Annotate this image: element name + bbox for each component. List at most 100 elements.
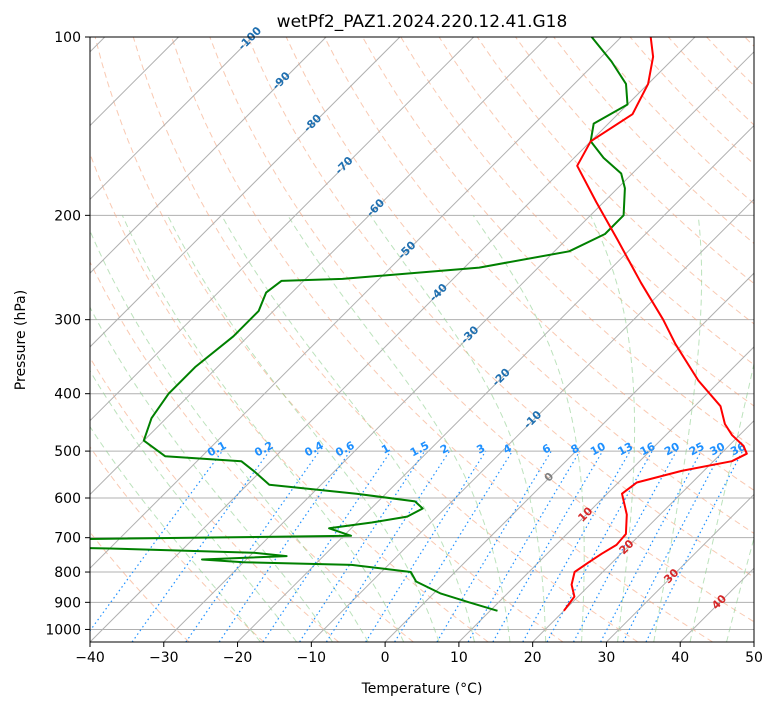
dry-adiabat bbox=[285, 37, 754, 535]
y-tick-label: 100 bbox=[54, 30, 81, 46]
chart-title: wetPf2_PAZ1.2024.220.12.41.G18 bbox=[277, 12, 568, 32]
y-tick-label: 600 bbox=[54, 491, 81, 507]
mixing-ratio-label: 2 bbox=[438, 442, 451, 457]
skewed-isotherms bbox=[90, 37, 754, 642]
isotherm-label: -20 bbox=[490, 366, 513, 389]
dry-adiabat bbox=[553, 37, 754, 245]
moist-adiabat bbox=[472, 215, 585, 642]
mixing-ratio-label: 0.4 bbox=[302, 439, 326, 460]
isotherm-label: 40 bbox=[709, 592, 729, 612]
isotherm-line bbox=[90, 37, 622, 569]
moist-adiabat bbox=[90, 306, 333, 642]
dry-adiabat bbox=[90, 446, 265, 642]
mixing-ratio-line bbox=[299, 450, 426, 642]
x-tick-label: −20 bbox=[223, 650, 253, 666]
mixing-ratio-label: 0.6 bbox=[333, 439, 357, 460]
mixing-ratio-line bbox=[436, 450, 552, 642]
x-tick-label: 10 bbox=[450, 650, 468, 666]
plot-frame bbox=[89, 36, 755, 643]
mixing-ratio-line bbox=[218, 450, 351, 642]
temperature-line bbox=[563, 37, 748, 612]
moist-adiabat bbox=[590, 215, 636, 642]
mixing-ratio-label: 20 bbox=[662, 440, 682, 459]
mixing-ratio-label: 25 bbox=[687, 440, 707, 459]
mixing-ratio-line bbox=[467, 450, 581, 642]
y-tick-label: 400 bbox=[54, 387, 81, 403]
isotherm-label: -10 bbox=[521, 408, 544, 431]
x-tick-label: 0 bbox=[381, 650, 390, 666]
isotherm-line bbox=[753, 641, 754, 642]
x-tick-label: 30 bbox=[598, 650, 616, 666]
moist-adiabat bbox=[689, 361, 754, 642]
mixing-ratio-line bbox=[185, 450, 320, 642]
mixing-ratio-label: 3 bbox=[474, 442, 487, 457]
isotherm-line bbox=[90, 37, 696, 642]
moist-adiabat bbox=[369, 215, 547, 642]
dry-adiabat bbox=[323, 37, 754, 491]
y-tick-label: 1000 bbox=[45, 622, 81, 638]
x-tick-label: −10 bbox=[297, 650, 327, 666]
moist-adiabat bbox=[726, 536, 754, 642]
isotherm-line bbox=[237, 124, 754, 642]
isotherm-line bbox=[606, 493, 754, 642]
mixing-ratio-line bbox=[394, 450, 513, 642]
isotherm-line bbox=[679, 567, 754, 642]
x-tick-label: 50 bbox=[745, 650, 763, 666]
dry-adiabats bbox=[90, 37, 754, 642]
dry-adiabat bbox=[706, 37, 754, 87]
isotherm-line bbox=[163, 51, 754, 642]
isotherm-line bbox=[90, 37, 253, 201]
dry-adiabat bbox=[90, 152, 489, 642]
isotherm-label: -70 bbox=[332, 154, 355, 177]
mixing-ratio-lines bbox=[90, 450, 744, 642]
dry-adiabat bbox=[90, 356, 339, 642]
mixing-ratio-label: 36 bbox=[728, 440, 748, 459]
profile-series bbox=[90, 37, 748, 612]
dry-adiabat bbox=[132, 37, 639, 642]
y-tick-label: 700 bbox=[54, 531, 81, 547]
isotherm-line bbox=[90, 37, 548, 496]
mixing-ratio-label: 30 bbox=[708, 440, 728, 459]
y-tick-label: 200 bbox=[54, 208, 81, 224]
isotherm-label: -30 bbox=[458, 323, 481, 346]
mixing-ratio-label: 1 bbox=[379, 442, 392, 457]
dry-adiabat bbox=[515, 37, 754, 285]
mixing-ratio-line bbox=[131, 450, 270, 642]
dry-adiabat bbox=[667, 37, 754, 126]
mixing-ratio-label: 0.2 bbox=[252, 439, 275, 460]
isotherm-label: -50 bbox=[395, 238, 418, 261]
moist-adiabat bbox=[121, 215, 405, 642]
mixing-ratio-label: 6 bbox=[540, 441, 553, 456]
dry-adiabat bbox=[209, 37, 754, 623]
mixing-ratio-label: 8 bbox=[569, 442, 582, 457]
mixing-ratio-line bbox=[90, 450, 223, 632]
moist-adiabat bbox=[90, 425, 261, 642]
dry-adiabat bbox=[476, 37, 754, 325]
isotherm-line bbox=[532, 419, 754, 642]
isotherm-line bbox=[90, 37, 327, 274]
dry-adiabat bbox=[744, 37, 754, 47]
x-axis-label: Temperature (°C) bbox=[361, 681, 483, 697]
mixing-ratio-line bbox=[572, 450, 677, 642]
x-tick-label: −30 bbox=[149, 650, 179, 666]
isotherm-line bbox=[90, 37, 475, 422]
moist-adiabat bbox=[653, 215, 703, 642]
dry-adiabat bbox=[247, 37, 754, 578]
isotherm-label: 10 bbox=[575, 504, 595, 524]
y-axis-label: Pressure (hPa) bbox=[13, 290, 29, 390]
y-tick-label: 300 bbox=[54, 313, 81, 329]
x-tick-label: 20 bbox=[524, 650, 542, 666]
isotherm-line bbox=[384, 272, 754, 642]
y-tick-label: 800 bbox=[54, 565, 81, 581]
dry-adiabat bbox=[94, 37, 564, 642]
mixing-ratio-label: 4 bbox=[501, 441, 514, 456]
moist-adiabat bbox=[90, 369, 298, 642]
mixing-ratio-line bbox=[546, 450, 653, 642]
mixing-ratio-line bbox=[325, 450, 450, 642]
isotherm-label: -90 bbox=[270, 69, 293, 92]
y-tick-label: 500 bbox=[54, 444, 81, 460]
moist-adiabat bbox=[221, 215, 475, 642]
x-tick-label: 40 bbox=[671, 650, 689, 666]
isotherm-label: -60 bbox=[364, 196, 387, 219]
